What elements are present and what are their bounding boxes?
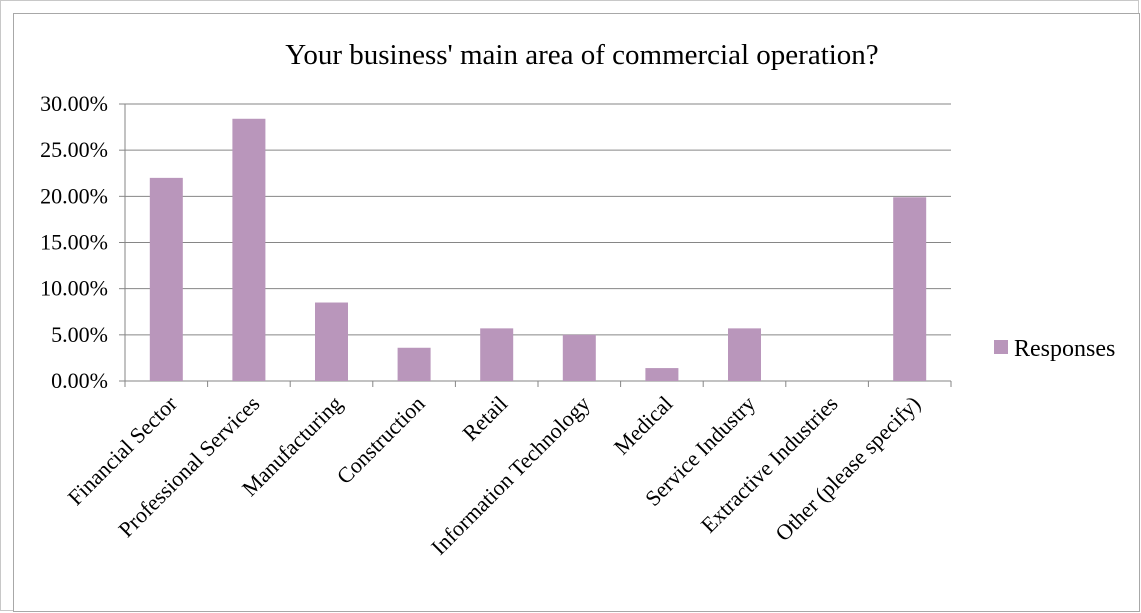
chart-title: Your business' main area of commercial o… bbox=[285, 39, 878, 71]
y-tick-label: 5.00% bbox=[51, 322, 108, 347]
bars bbox=[149, 118, 927, 382]
y-tick-labels: 0.00% 5.00% 10.00% 15.00% 20.00% 25.00% 30.00% bbox=[40, 91, 108, 393]
chart-area bbox=[13, 13, 1140, 612]
y-tick-label: 0.00% bbox=[51, 368, 108, 393]
y-tick-label: 10.00% bbox=[40, 276, 108, 301]
x-tick-label: Extractive Industries bbox=[696, 391, 843, 538]
x-tick-label: Professional Services bbox=[113, 391, 264, 542]
legend-swatch bbox=[994, 340, 1008, 354]
y-tick-label: 15.00% bbox=[40, 230, 108, 255]
bar bbox=[728, 328, 761, 381]
bar bbox=[232, 118, 266, 382]
bar bbox=[645, 368, 679, 381]
bar bbox=[893, 197, 927, 381]
bar bbox=[149, 177, 183, 381]
legend-label: Responses bbox=[1014, 336, 1115, 362]
x-tick-label: Medical bbox=[609, 391, 678, 460]
bar bbox=[315, 302, 348, 381]
y-tick-label: 25.00% bbox=[40, 137, 108, 162]
bar bbox=[480, 328, 514, 381]
x-tick-label: Information Technology bbox=[426, 391, 595, 560]
y-tick-label: 30.00% bbox=[40, 91, 108, 116]
x-tick-label: Retail bbox=[457, 391, 512, 446]
bar bbox=[397, 347, 431, 381]
legend: Responses bbox=[994, 336, 1115, 362]
y-tick-label: 20.00% bbox=[40, 183, 108, 208]
bar bbox=[562, 334, 596, 381]
x-tick-label: Other (please specify) bbox=[770, 391, 925, 546]
x-tick-label: Construction bbox=[332, 391, 430, 489]
